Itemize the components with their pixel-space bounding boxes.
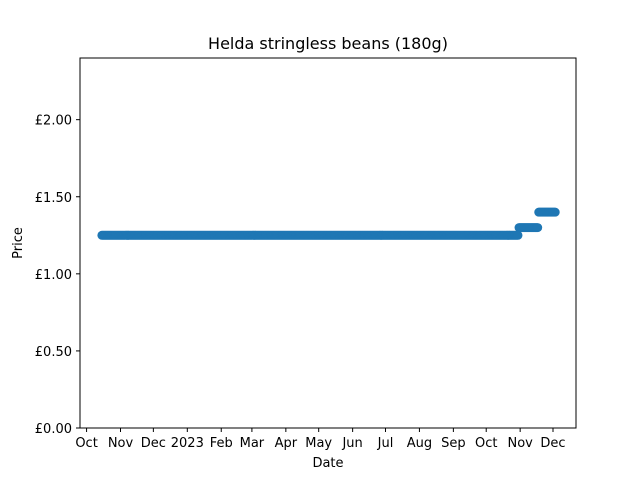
data-points	[97, 207, 560, 240]
x-tick-label: Nov	[507, 436, 533, 451]
x-tick-label: Jun	[341, 436, 362, 451]
plot-frame	[79, 57, 577, 429]
x-tick-label: Apr	[275, 436, 298, 451]
x-axis-label: Date	[312, 456, 343, 471]
data-point	[533, 223, 543, 233]
x-tick-label: Dec	[141, 436, 166, 451]
x-tick-label: Sep	[441, 436, 466, 451]
y-tick-label: £1.00	[35, 268, 72, 283]
x-tick-label: Jul	[377, 436, 394, 451]
x-tick-label: Mar	[240, 436, 265, 451]
data-point	[550, 207, 560, 217]
y-tick-label: £0.00	[35, 422, 72, 437]
x-tick-label: Oct	[75, 436, 97, 451]
y-axis-ticks: £0.00 £0.50 £1.00 £1.50 £2.00	[35, 114, 80, 437]
y-tick-label: £0.50	[35, 345, 72, 360]
y-tick-label: £1.50	[35, 191, 72, 206]
x-tick-label: 2023	[171, 436, 204, 451]
x-tick-label: Oct	[475, 436, 497, 451]
x-tick-label: Nov	[108, 436, 134, 451]
x-tick-label: Feb	[210, 436, 233, 451]
x-axis-ticks: Oct Nov Dec 2023 Feb Mar Apr May Jun Jul Aug Sep Oct…	[75, 428, 566, 451]
x-tick-label: May	[305, 436, 332, 451]
y-tick-label: £2.00	[35, 114, 72, 129]
y-axis-label: Price	[11, 227, 26, 259]
x-tick-label: Dec	[540, 436, 565, 451]
chart-title: Helda stringless beans (180g)	[208, 34, 448, 53]
x-tick-label: Aug	[407, 436, 432, 451]
data-point	[513, 230, 523, 240]
